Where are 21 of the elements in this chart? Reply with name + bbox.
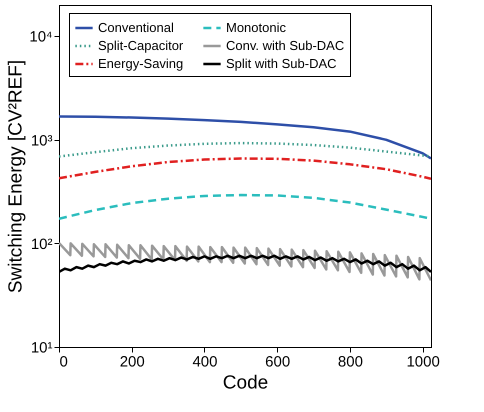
y-tick-label: 10² [30,236,52,253]
legend-label: Energy-Saving [98,56,184,71]
x-tick-label: 0 [60,354,68,370]
y-tick-label: 10⁴ [29,28,52,46]
x-tick-label: 600 [265,354,290,370]
legend-label: Split-Capacitor [98,38,184,53]
line-series [59,115,431,160]
line-series [59,157,431,180]
legend-label: Conv. with Sub-DAC [226,38,344,53]
x-tick-label: 400 [192,354,218,370]
legend-label: Conventional [98,20,174,35]
y-tick-label: 10¹ [30,340,52,356]
x-tick-label: 1000 [406,354,440,370]
line-series [59,142,431,158]
x-tick-label: 800 [338,354,363,370]
y-axis-title: Switching Energy [CV²REF] [5,60,26,294]
x-axis-title: Code [222,372,268,394]
y-tick-label: 10³ [30,132,52,150]
x-tick-label: 200 [120,354,145,370]
legend-label: Monotonic [226,20,286,35]
legend-label: Split with Sub-DAC [226,56,337,71]
